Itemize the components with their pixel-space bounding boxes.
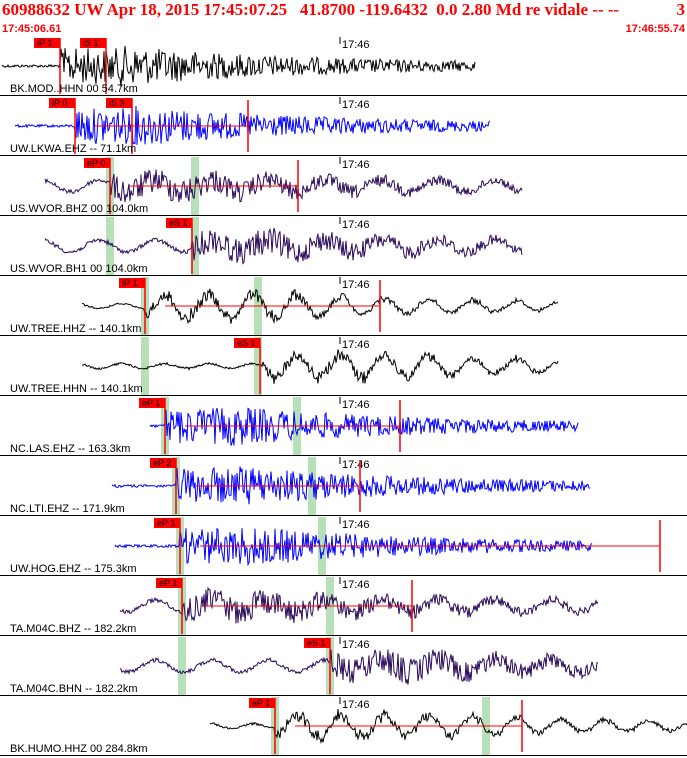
trace-panel[interactable]: 17:46 eP 0 US.WVOR.BHZ 00 104.0km <box>0 157 687 216</box>
station-channel-label: BK.MOD..HHN 00 54.7km <box>10 83 138 95</box>
phase-pick-flag[interactable] <box>106 98 132 108</box>
phase-pick-flag[interactable] <box>154 518 180 528</box>
waveform-trace <box>81 349 559 384</box>
phase-pick-flag[interactable] <box>234 338 260 348</box>
trace-panel[interactable]: 17:46 iP 1 iS 1 BK.MOD..HHN 00 54.7km <box>0 37 687 96</box>
phase-pick-label: iS 1 <box>83 38 99 48</box>
seismogram-panels[interactable]: 17:46 iP 1 iS 1 BK.MOD..HHN 00 54.7km 17:46 i… <box>0 36 687 758</box>
minute-tick-label: 17:46 <box>342 399 370 411</box>
phase-pick-label: eP 1 <box>142 398 160 408</box>
station-channel-label: UW.TREE.HHN -- 140.1km <box>10 383 143 395</box>
waveform-trace <box>114 527 593 567</box>
station-channel-label: NC.LTI.EHZ -- 171.9km <box>10 503 125 515</box>
station-channel-label: UW.HOG.EHZ -- 175.3km <box>10 563 137 575</box>
phase-pick-label: eS 1 <box>169 218 188 228</box>
phase-pick-flag[interactable] <box>304 638 330 648</box>
phase-pick-flag[interactable] <box>34 38 60 48</box>
phase-pick-label: iP 0 <box>52 98 67 108</box>
waveform-trace <box>14 105 491 145</box>
phase-pick-label: eP 0 <box>87 158 105 168</box>
window-end-time: 17:46:55.74 <box>625 23 685 35</box>
phase-pick-label: eS 1 <box>307 638 326 648</box>
waveform-trace <box>119 586 599 624</box>
minute-tick-label: 17:46 <box>342 579 370 591</box>
theoretical-arrival-band <box>141 337 149 395</box>
minute-tick-label: 17:46 <box>342 99 370 111</box>
trace-panel[interactable]: 17:46 eP 1 UW.HOG.EHZ -- 175.3km <box>0 517 687 576</box>
minute-tick-label: 17:46 <box>342 519 370 531</box>
minute-tick-label: 17:46 <box>342 39 370 51</box>
trace-panel[interactable]: 17:46 eP 1 NC.LAS.EHZ -- 163.3km <box>0 397 687 456</box>
phase-pick-label: iP 1 <box>37 38 52 48</box>
station-channel-label: TA.M04C.BHN -- 182.2km <box>10 683 138 695</box>
minute-tick-label: 17:46 <box>342 339 370 351</box>
station-channel-label: TA.M04C.BHZ -- 182.2km <box>10 623 136 635</box>
waveform-trace <box>81 288 559 325</box>
minute-tick-label: 17:46 <box>342 219 370 231</box>
theoretical-arrival-band <box>254 337 262 395</box>
event-header-title: 60988632 UW Apr 18, 2015 17:45:07.25 41.… <box>2 0 620 19</box>
phase-pick-flag[interactable] <box>150 458 176 468</box>
event-count: 3 <box>676 0 686 19</box>
station-channel-label: UW.LKWA.EHZ -- 71.1km <box>10 143 136 155</box>
phase-pick-label: eP 1 <box>252 698 270 708</box>
phase-pick-flag[interactable] <box>156 578 182 588</box>
theoretical-arrival-band <box>178 637 186 695</box>
phase-pick-label: iS 3 <box>109 98 125 108</box>
phase-pick-label: eP 1 <box>157 518 175 528</box>
minute-tick-label: 17:46 <box>342 639 370 651</box>
waveform-trace <box>1 45 476 87</box>
trace-panel[interactable]: 17:46 iP 1 UW.TREE.HHZ -- 140.1km <box>0 277 687 336</box>
phase-pick-label: eP 1 <box>159 578 177 588</box>
phase-pick-flag[interactable] <box>139 398 165 408</box>
phase-pick-flag[interactable] <box>249 698 275 708</box>
phase-pick-label: iP 1 <box>122 278 137 288</box>
phase-pick-flag[interactable] <box>166 218 192 228</box>
minute-tick-label: 17:46 <box>342 699 370 711</box>
trace-panel[interactable]: 17:46 eP 1 TA.M04C.BHZ -- 182.2km <box>0 577 687 636</box>
trace-panel[interactable]: 17:46 eP 2 NC.LTI.EHZ -- 171.9km <box>0 457 687 516</box>
phase-pick-label: eS 1 <box>237 338 256 348</box>
phase-pick-flag[interactable] <box>80 38 106 48</box>
phase-pick-flag[interactable] <box>49 98 75 108</box>
minute-tick-label: 17:46 <box>342 279 370 291</box>
station-channel-label: US.WVOR.BHZ 00 104.0km <box>10 203 148 215</box>
phase-pick-flag[interactable] <box>84 158 110 168</box>
station-channel-label: BK.HUMO.HHZ 00 284.8km <box>10 743 148 755</box>
trace-panel[interactable]: 17:46 eS 1 TA.M04C.BHN -- 182.2km <box>0 637 687 696</box>
trace-panel[interactable]: 17:46 eP 1 BK.HUMO.HHZ 00 284.8km <box>0 697 687 756</box>
station-channel-label: NC.LAS.EHZ -- 163.3km <box>10 443 130 455</box>
trace-panel[interactable]: 17:46 eS 1 US.WVOR.BH1 00 104.0km <box>0 217 687 276</box>
phase-pick-flag[interactable] <box>119 278 145 288</box>
phase-pick-label: eP 2 <box>153 458 171 468</box>
theoretical-arrival-band <box>106 217 114 275</box>
window-start-time: 17:45:06.61 <box>2 23 62 35</box>
minute-tick-label: 17:46 <box>342 159 370 171</box>
trace-panel[interactable]: 17:46 iP 0 iS 3 UW.LKWA.EHZ -- 71.1km <box>0 97 687 156</box>
waveform-trace <box>149 407 579 446</box>
minute-tick-label: 17:46 <box>342 459 370 471</box>
station-channel-label: US.WVOR.BH1 00 104.0km <box>10 263 148 275</box>
waveform-trace <box>44 227 523 265</box>
waveform-trace <box>111 466 591 505</box>
waveform-trace <box>119 649 599 685</box>
waveform-trace <box>209 708 687 744</box>
trace-panel[interactable]: 17:46 eS 1 UW.TREE.HHN -- 140.1km <box>0 337 687 396</box>
waveform-trace <box>44 169 523 203</box>
station-channel-label: UW.TREE.HHZ -- 140.1km <box>10 323 141 335</box>
